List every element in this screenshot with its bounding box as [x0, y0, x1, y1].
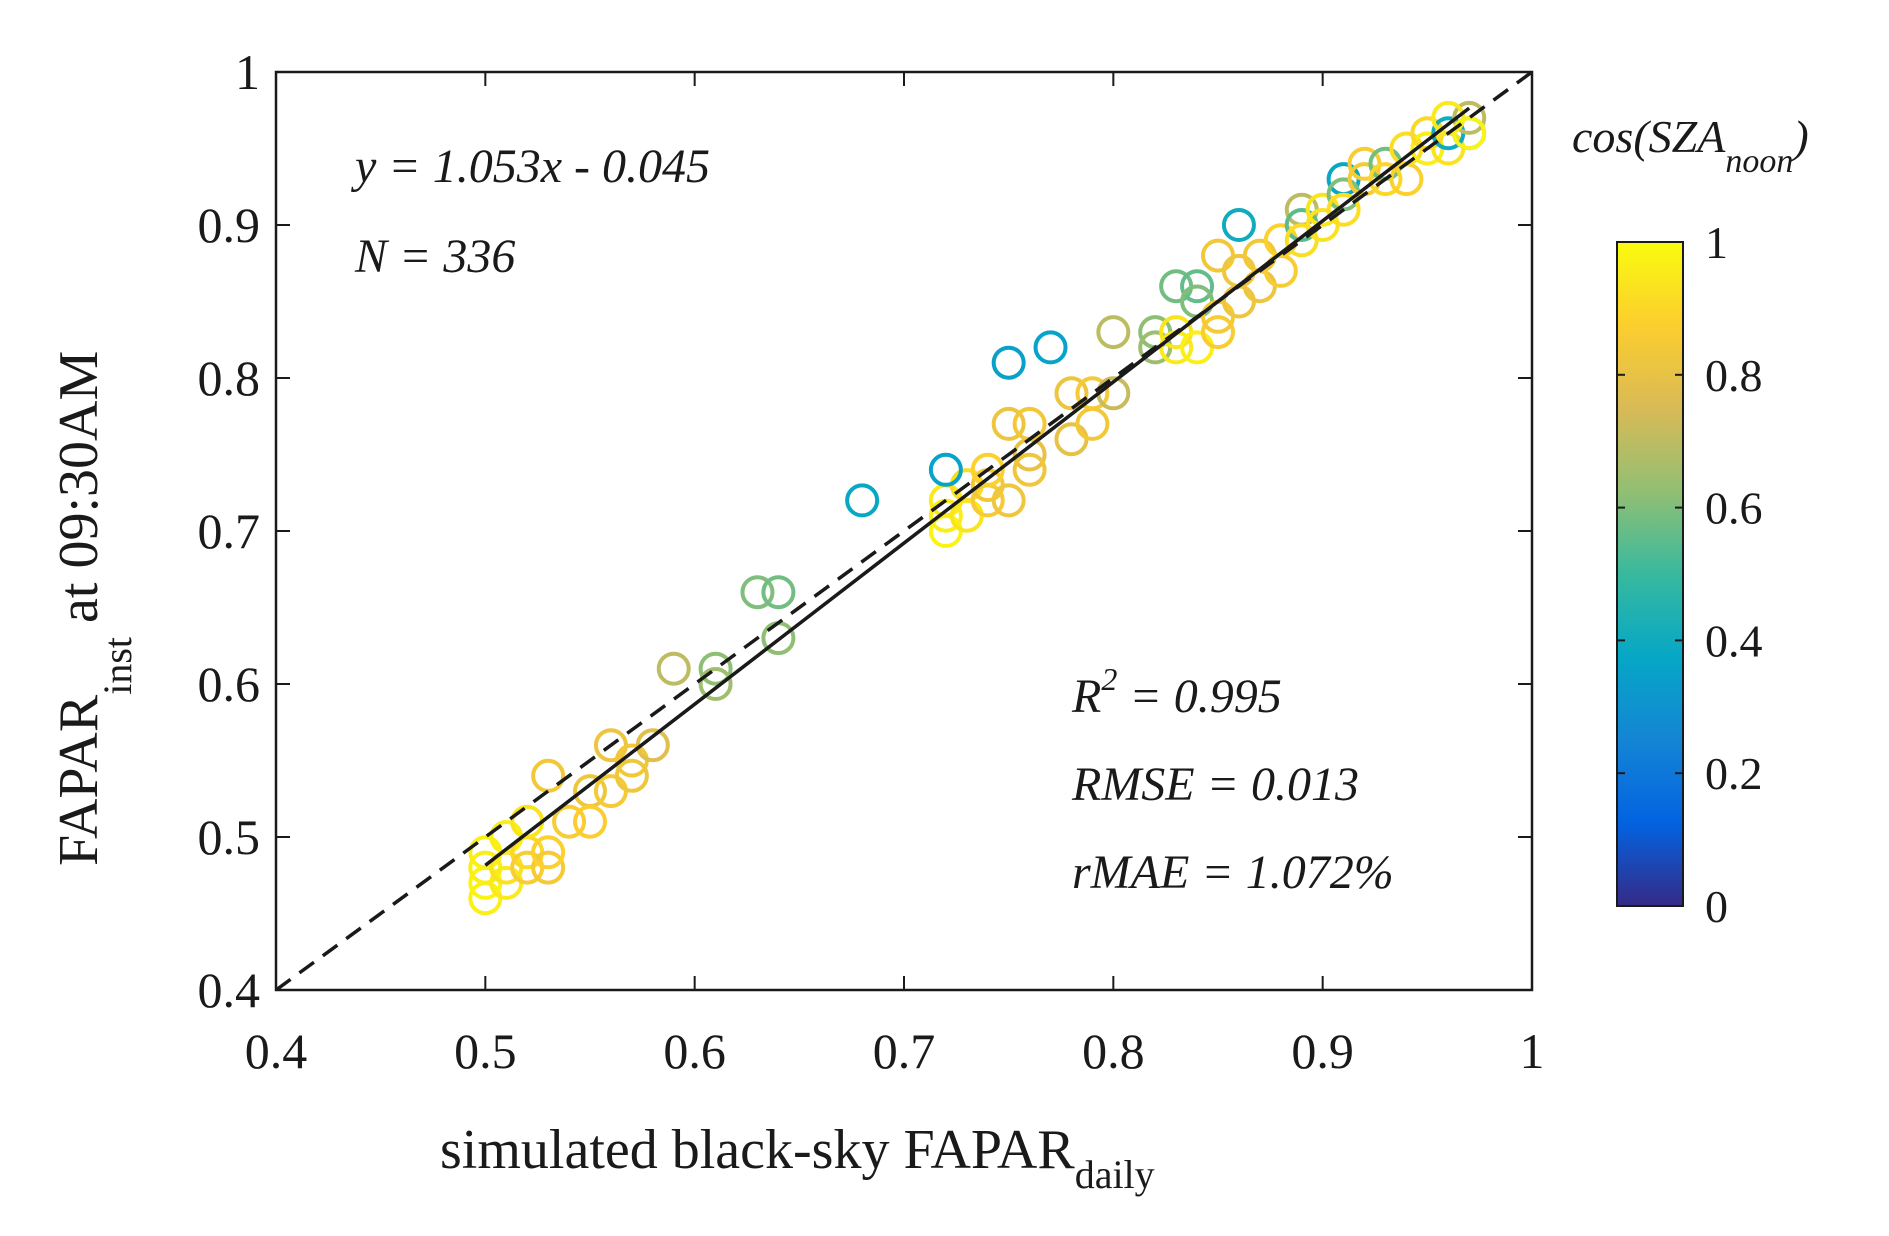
y-tick-label: 1: [235, 44, 260, 100]
x-tick-label: 0.4: [245, 1023, 308, 1079]
data-point: [761, 575, 796, 610]
colorbar-tick-label: 0.6: [1705, 483, 1763, 534]
y-tick-labels: 0.4 0.5 0.6 0.7 0.8 0.9 1: [198, 44, 261, 1018]
y-axis-label-suffix: at 09:30AM: [48, 351, 110, 637]
fit-line: [484, 106, 1471, 867]
colorbar-tick-label: 0.2: [1705, 748, 1763, 799]
data-point: [573, 804, 607, 839]
y-axis-label-main: FAPAR: [48, 694, 110, 866]
colorbar: [1616, 241, 1684, 907]
data-point: [1368, 162, 1403, 197]
colorbar-tick-label: 0.4: [1705, 615, 1763, 666]
data-point: [1012, 452, 1047, 487]
data-point: [1096, 315, 1131, 350]
x-tick-label: 1: [1520, 1023, 1545, 1079]
data-point: [1033, 330, 1068, 365]
data-point: [740, 575, 775, 610]
data-point: [552, 804, 587, 839]
y-tick-label: 0.7: [198, 503, 261, 559]
r2-superscript: 2: [1101, 661, 1117, 697]
colorbar-ticks: 0 0.2 0.4 0.6 0.8 1: [1617, 217, 1763, 932]
x-tick-label: 0.5: [454, 1023, 517, 1079]
y-tick-label: 0.4: [198, 962, 261, 1018]
r2-annotation: R2 = 0.995: [1071, 661, 1282, 723]
x-tick-label: 0.8: [1082, 1023, 1145, 1079]
y-tick-label: 0.9: [198, 197, 261, 253]
colorbar-title-main: cos(SZA: [1572, 111, 1726, 162]
data-point: [991, 345, 1026, 380]
data-point: [698, 651, 733, 686]
data-point: [698, 667, 733, 701]
colorbar-tick-label: 0: [1705, 881, 1728, 932]
data-point: [928, 452, 963, 487]
data-point: [531, 850, 566, 885]
data-point: [635, 728, 670, 763]
colorbar-title-close: ): [1790, 111, 1808, 162]
x-tick-label: 0.6: [663, 1023, 726, 1079]
data-point: [991, 406, 1026, 441]
x-tick-label: 0.9: [1291, 1023, 1354, 1079]
rmse-annotation: RMSE = 0.013: [1071, 758, 1359, 811]
r2-prefix: R: [1071, 670, 1101, 723]
y-axis-label-sub: inst: [95, 637, 140, 695]
data-point: [1075, 376, 1110, 411]
y-axis-label: FAPARinst at 09:30AM: [48, 351, 140, 866]
data-point: [1054, 376, 1089, 411]
rmae-annotation: rMAE = 1.072%: [1072, 846, 1394, 899]
colorbar-tick-label: 0.8: [1705, 350, 1763, 401]
colorbar-tick-label: 1: [1705, 217, 1728, 268]
x-tick-labels: 0.4 0.5 0.6 0.7 0.8 0.9 1: [245, 1023, 1545, 1079]
data-point: [656, 651, 691, 686]
x-tick-label: 0.7: [873, 1023, 936, 1079]
x-axis-label-main: simulated black-sky FAPAR: [440, 1119, 1075, 1181]
data-point: [1326, 192, 1361, 227]
data-point: [1201, 315, 1235, 350]
data-point: [531, 835, 566, 870]
y-tick-label: 0.6: [198, 656, 261, 712]
sample-size-annotation: N = 336: [354, 230, 515, 283]
r2-value: = 0.995: [1117, 670, 1281, 723]
data-point: [970, 452, 1005, 487]
data-point: [1180, 269, 1215, 304]
axis-ticks: [275, 71, 1533, 991]
data-point: [1221, 208, 1256, 242]
equation-annotation: y = 1.053x - 0.045: [350, 140, 710, 193]
regression-lines: [276, 72, 1532, 990]
x-axis-label-sub: daily: [1075, 1152, 1155, 1197]
y-tick-label: 0.5: [198, 809, 261, 865]
data-point: [845, 483, 880, 518]
colorbar-title: cos(SZAnoon): [1572, 111, 1809, 180]
x-axis-label: simulated black-sky FAPARdaily: [440, 1119, 1155, 1197]
colorbar-title-sub: noon: [1725, 143, 1793, 180]
y-tick-label: 0.8: [198, 350, 261, 406]
data-point: [991, 483, 1026, 518]
data-point: [614, 758, 649, 793]
data-point: [531, 758, 566, 793]
data-point: [1452, 116, 1487, 151]
